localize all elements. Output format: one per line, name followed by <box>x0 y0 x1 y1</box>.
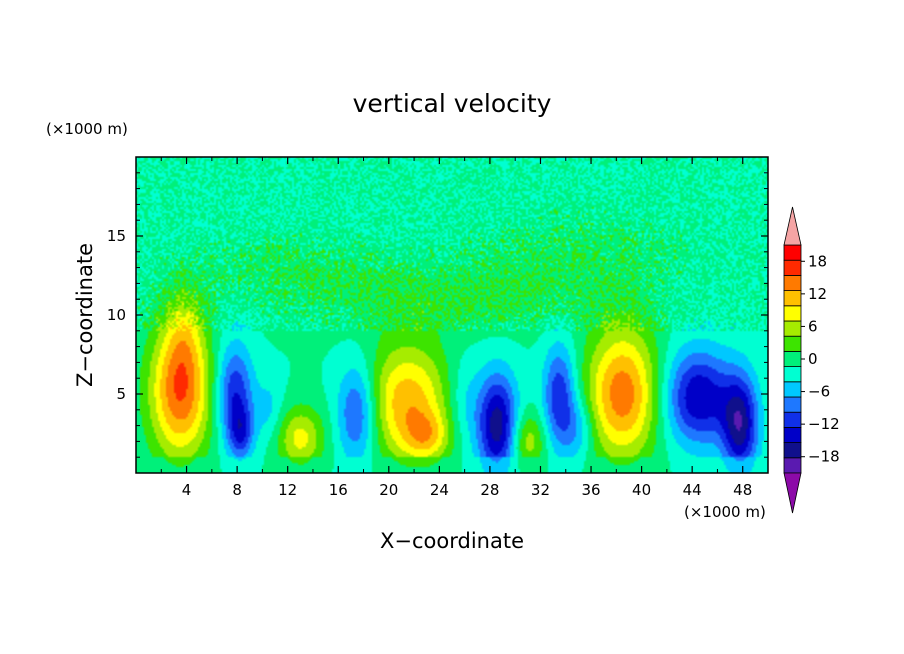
x-tick-label: 28 <box>480 481 499 499</box>
x-tick-label: 48 <box>733 481 752 499</box>
colorbar-swatch <box>783 411 802 428</box>
colorbar-swatch <box>783 320 802 337</box>
colorbar-label: 0 <box>808 350 818 368</box>
x-tick-label: 20 <box>379 481 398 499</box>
colorbar-label: 12 <box>808 285 827 303</box>
colorbar-over-arrow <box>783 206 802 246</box>
colorbar-swatch <box>783 457 802 474</box>
colorbar-swatch <box>783 442 802 459</box>
y-axis-label: Z−coordinate <box>73 243 97 387</box>
colorbar-label: −18 <box>808 448 840 466</box>
colorbar-label: 6 <box>808 317 818 335</box>
colorbar-label: −12 <box>808 415 840 433</box>
y-tick-label: 10 <box>107 306 126 324</box>
colorbar-swatch <box>783 350 802 367</box>
x-tick-label: 24 <box>430 481 449 499</box>
colorbar-swatch <box>783 274 802 291</box>
colorbar-swatch <box>783 305 802 322</box>
x-tick-label: 36 <box>581 481 600 499</box>
x-tick-label: 40 <box>632 481 651 499</box>
chart-title: vertical velocity <box>353 89 552 118</box>
colorbar-swatch <box>783 335 802 352</box>
colorbar-swatch <box>783 366 802 383</box>
x-tick-label: 4 <box>182 481 192 499</box>
plot-area <box>135 156 769 474</box>
x-axis-label: X−coordinate <box>380 529 524 553</box>
colorbar-label: 18 <box>808 252 827 270</box>
colorbar-swatch <box>783 381 802 398</box>
colorbar-under-arrow <box>783 472 802 514</box>
y-tick-label: 15 <box>107 227 126 245</box>
x-axis-ticks: 4 8 12 16 20 24 28 32 36 40 44 48 <box>160 157 752 499</box>
velocity-contour-field <box>136 157 768 473</box>
x-axis-unit: (×1000 m) <box>684 503 766 521</box>
y-axis-ticks: 5 10 15 <box>107 172 768 458</box>
y-tick-label: 5 <box>116 385 126 403</box>
colorbar-label: −6 <box>808 383 830 401</box>
x-tick-label: 44 <box>683 481 702 499</box>
y-axis-unit: (×1000 m) <box>46 120 128 138</box>
colorbar: 18 12 6 0 −6 −12 −18 <box>783 206 840 514</box>
x-tick-label: 12 <box>278 481 297 499</box>
colorbar-swatch <box>783 396 802 413</box>
colorbar-swatch <box>783 290 802 307</box>
x-tick-label: 16 <box>329 481 348 499</box>
x-tick-label: 8 <box>232 481 242 499</box>
colorbar-swatch <box>783 426 802 443</box>
colorbar-swatch <box>783 259 802 276</box>
x-tick-label: 32 <box>531 481 550 499</box>
colorbar-swatch <box>783 244 802 261</box>
